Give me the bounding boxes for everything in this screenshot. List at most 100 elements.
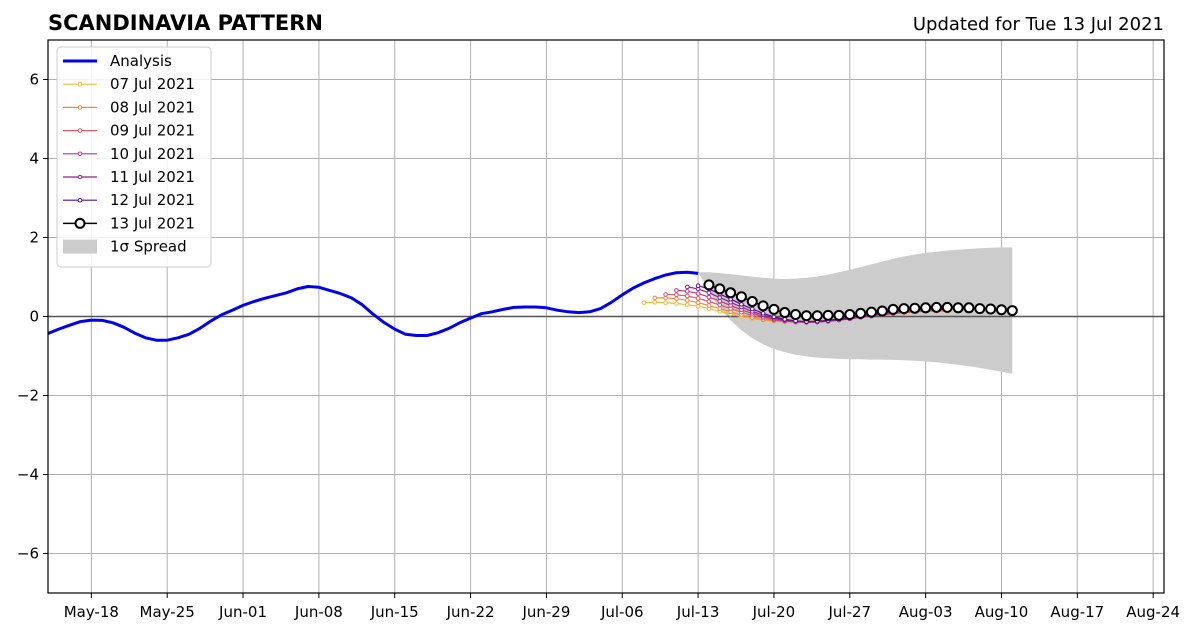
legend-swatch-marker	[77, 81, 83, 87]
x-tick-label: Aug-17	[1050, 603, 1104, 621]
forecast-point	[695, 283, 701, 288]
forecast-point	[717, 302, 723, 308]
y-tick-label: 6	[29, 71, 39, 89]
forecast-point	[674, 301, 679, 306]
legend-swatch-spread	[63, 239, 97, 254]
forecast-point	[771, 314, 777, 320]
current-forecast-point	[833, 309, 845, 321]
y-tick-label: 0	[29, 308, 39, 326]
current-forecast-point	[714, 283, 726, 295]
x-tick-label: May-25	[140, 603, 195, 621]
forecast-point	[674, 296, 679, 302]
forecast-point	[641, 300, 647, 305]
current-forecast-point	[974, 303, 986, 315]
current-forecast-point	[735, 291, 747, 303]
current-forecast-point	[779, 307, 791, 319]
x-tick-label: Jun-15	[370, 603, 419, 621]
spread-band	[698, 247, 1013, 374]
y-tick-label: −6	[17, 545, 39, 563]
legend-label: 10 Jul 2021	[110, 145, 195, 163]
x-tick-label: Jul-27	[827, 603, 871, 621]
x-tick-label: Aug-10	[975, 603, 1029, 621]
forecast-point	[706, 290, 712, 296]
x-tick-label: Jul-13	[676, 603, 720, 621]
legend-swatch-marker	[77, 128, 83, 133]
current-forecast-point	[746, 295, 758, 307]
forecast-point	[695, 291, 701, 296]
legend-swatch-marker	[77, 174, 83, 180]
current-forecast-point	[725, 287, 737, 299]
y-tick-label: −2	[17, 387, 39, 405]
forecast-point	[739, 301, 744, 307]
current-forecast-point	[811, 310, 823, 322]
legend-swatch-marker	[77, 105, 83, 110]
current-forecast-point	[941, 301, 953, 313]
forecast-point	[706, 294, 712, 300]
current-forecast-point	[768, 303, 780, 315]
legend-swatch-marker	[77, 197, 83, 203]
legend-swatch-marker	[77, 151, 83, 157]
current-forecast-point	[952, 302, 964, 314]
current-forecast-point	[985, 303, 997, 315]
y-tick-label: 4	[29, 150, 39, 168]
x-tick-label: Jul-06	[600, 603, 644, 621]
forecast-point	[684, 284, 690, 290]
forecast-point	[695, 296, 701, 301]
current-forecast-point	[909, 302, 921, 314]
forecast-point	[652, 295, 658, 301]
forecast-point	[706, 299, 712, 304]
current-forecast-point	[898, 303, 910, 315]
current-forecast-point	[995, 304, 1007, 316]
legend-label: 08 Jul 2021	[110, 98, 195, 116]
forecast-point	[749, 306, 755, 312]
y-tick-label: −4	[17, 466, 39, 484]
current-forecast-point	[887, 303, 899, 315]
x-tick-label: Jul-20	[752, 603, 796, 621]
x-tick-label: Jun-08	[294, 603, 343, 621]
current-forecast-point	[865, 306, 877, 318]
legend-label: 12 Jul 2021	[110, 191, 195, 209]
chart-subtitle: Updated for Tue 13 Jul 2021	[913, 14, 1164, 35]
forecast-point	[684, 288, 690, 294]
current-forecast-point	[800, 310, 812, 322]
x-tick-label: Jun-01	[218, 603, 267, 621]
x-tick-label: Aug-24	[1126, 603, 1180, 621]
forecast-point	[663, 300, 668, 305]
current-forecast-point	[855, 307, 867, 319]
current-forecast-point	[930, 301, 942, 313]
forecast-point	[684, 302, 690, 307]
legend-label: Analysis	[110, 52, 172, 70]
current-forecast-point	[1006, 305, 1018, 317]
legend-box	[56, 46, 212, 268]
y-tick-label: 2	[29, 229, 39, 247]
forecast-point	[674, 288, 679, 293]
forecast-point	[684, 298, 690, 303]
legend-label: 11 Jul 2021	[110, 168, 195, 186]
forecast-point	[674, 292, 679, 298]
current-forecast-point	[876, 305, 888, 317]
series-layer	[47, 270, 1018, 342]
current-forecast-point	[790, 309, 802, 321]
forecast-point	[663, 292, 668, 297]
x-axis-ticks: May-18 May-25 Jun-01 Jun-08 Jun-15 Jun-22 Jun-…	[64, 593, 1180, 621]
chart-title: SCANDINAVIA PATTERN	[48, 11, 323, 35]
current-forecast-point	[822, 309, 834, 321]
current-forecast-point	[963, 302, 975, 314]
spread-band-layer	[698, 247, 1013, 374]
x-tick-label: Jun-29	[521, 603, 570, 621]
forecast-point	[706, 303, 712, 308]
forecast-point	[684, 293, 690, 299]
y-axis-ticks: −6 −4 −2 0 2 4 6	[17, 71, 48, 563]
x-tick-label: May-18	[64, 603, 119, 621]
legend-swatch-marker	[74, 217, 86, 229]
forecast-point	[760, 311, 766, 316]
current-forecast-point	[920, 302, 932, 314]
current-forecast-point	[844, 309, 856, 321]
legend-label: 1σ Spread	[110, 238, 187, 256]
current-forecast-point	[703, 279, 715, 291]
analysis-line	[47, 270, 699, 342]
forecast-point	[695, 300, 701, 305]
forecast-point	[652, 299, 658, 305]
x-tick-label: Jun-22	[446, 603, 495, 621]
